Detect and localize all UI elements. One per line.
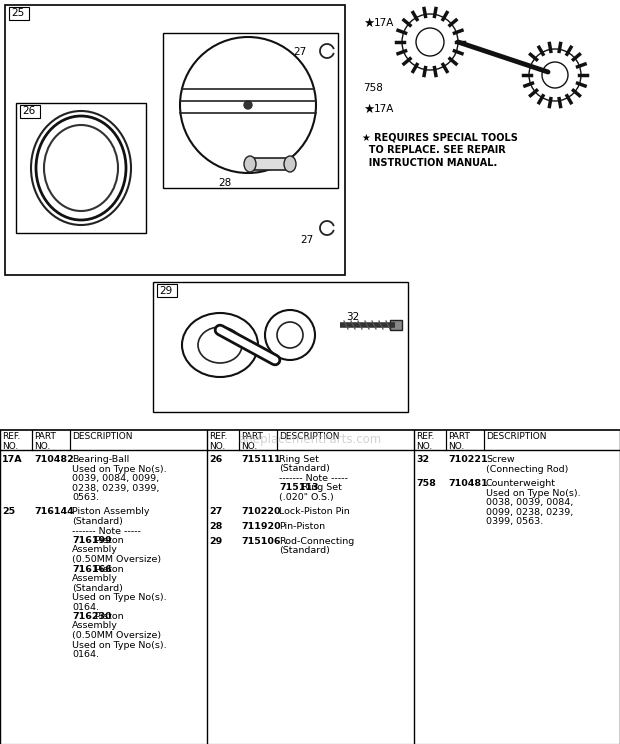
Text: 28: 28 — [209, 522, 223, 531]
Text: 0164.: 0164. — [72, 603, 99, 612]
Text: 710482: 710482 — [34, 455, 74, 464]
Text: Rod-Connecting: Rod-Connecting — [279, 536, 354, 545]
Text: Piston: Piston — [92, 536, 124, 545]
Text: 716199: 716199 — [72, 536, 112, 545]
Bar — [9, 7, 29, 20]
Text: 32: 32 — [346, 312, 359, 322]
Text: 17A: 17A — [2, 455, 22, 464]
Text: DESCRIPTION: DESCRIPTION — [279, 432, 340, 441]
Bar — [163, 33, 338, 188]
Bar — [153, 282, 408, 412]
Text: ------- Note -----: ------- Note ----- — [279, 474, 348, 483]
Text: (0.50MM Oversize): (0.50MM Oversize) — [72, 631, 161, 640]
Text: Piston: Piston — [92, 565, 124, 574]
Text: Ring Set: Ring Set — [299, 484, 342, 493]
Text: INSTRUCTION MANUAL.: INSTRUCTION MANUAL. — [362, 158, 497, 168]
Bar — [20, 105, 40, 118]
Text: 0039, 0084, 0099,: 0039, 0084, 0099, — [72, 474, 159, 483]
Text: aReplacementParts.com: aReplacementParts.com — [238, 434, 382, 446]
Ellipse shape — [284, 156, 296, 172]
Text: 758: 758 — [363, 83, 383, 93]
Bar — [16, 103, 146, 233]
Text: 758: 758 — [416, 479, 436, 488]
Bar — [390, 320, 402, 330]
Text: 17A: 17A — [374, 104, 394, 114]
Text: Bearing-Ball: Bearing-Ball — [72, 455, 129, 464]
Text: Piston: Piston — [92, 612, 124, 621]
Text: 0164.: 0164. — [72, 650, 99, 659]
Text: 28: 28 — [218, 178, 231, 188]
Text: PART
NO.: PART NO. — [34, 432, 56, 452]
Text: 710481: 710481 — [448, 479, 488, 488]
Text: 27: 27 — [300, 235, 313, 245]
Text: DESCRIPTION: DESCRIPTION — [486, 432, 546, 441]
Ellipse shape — [244, 156, 256, 172]
Text: Assembly: Assembly — [72, 574, 118, 583]
Text: (Standard): (Standard) — [72, 517, 123, 526]
Text: 0099, 0238, 0239,: 0099, 0238, 0239, — [486, 507, 574, 516]
Text: (Standard): (Standard) — [72, 583, 123, 592]
Text: PART
NO.: PART NO. — [241, 432, 263, 452]
Text: Assembly: Assembly — [72, 545, 118, 554]
Text: (Standard): (Standard) — [279, 464, 330, 473]
Text: (.020" O.S.): (.020" O.S.) — [279, 493, 334, 502]
Text: ★: ★ — [363, 103, 374, 116]
Text: 0238, 0239, 0399,: 0238, 0239, 0399, — [72, 484, 159, 493]
Text: 29: 29 — [159, 286, 172, 295]
Text: 26: 26 — [209, 455, 222, 464]
Text: 29: 29 — [209, 536, 222, 545]
Text: (0.50MM Oversize): (0.50MM Oversize) — [72, 555, 161, 564]
Text: PART
NO.: PART NO. — [448, 432, 470, 452]
Text: (Connecting Rod): (Connecting Rod) — [486, 464, 569, 473]
Text: 0563.: 0563. — [72, 493, 99, 502]
Text: 0399, 0563.: 0399, 0563. — [486, 517, 543, 526]
Bar — [5, 5, 345, 275]
Text: Assembly: Assembly — [72, 621, 118, 630]
Text: 27: 27 — [209, 507, 222, 516]
Text: Used on Type No(s).: Used on Type No(s). — [72, 464, 167, 473]
Text: ------- Note -----: ------- Note ----- — [72, 527, 141, 536]
Text: 0038, 0039, 0084,: 0038, 0039, 0084, — [486, 498, 574, 507]
Text: REF.
NO.: REF. NO. — [2, 432, 20, 452]
Text: (Standard): (Standard) — [279, 546, 330, 555]
Text: 710220: 710220 — [241, 507, 280, 516]
Bar — [157, 284, 177, 297]
Text: Lock-Piston Pin: Lock-Piston Pin — [279, 507, 350, 516]
Text: 25: 25 — [2, 507, 15, 516]
Text: ★: ★ — [363, 17, 374, 30]
Text: REF.
NO.: REF. NO. — [416, 432, 435, 452]
Text: Used on Type No(s).: Used on Type No(s). — [486, 489, 580, 498]
Text: 32: 32 — [416, 455, 429, 464]
Text: 715106: 715106 — [241, 536, 280, 545]
Text: 716166: 716166 — [72, 565, 112, 574]
Text: Counterweight: Counterweight — [486, 479, 556, 488]
Text: Screw: Screw — [486, 455, 515, 464]
Text: ★ REQUIRES SPECIAL TOOLS: ★ REQUIRES SPECIAL TOOLS — [362, 132, 518, 142]
Text: Piston Assembly: Piston Assembly — [72, 507, 149, 516]
Text: DESCRIPTION: DESCRIPTION — [72, 432, 133, 441]
Text: REF.
NO.: REF. NO. — [209, 432, 228, 452]
Text: 27: 27 — [293, 47, 306, 57]
Text: 17A: 17A — [374, 18, 394, 28]
Text: 716144: 716144 — [34, 507, 74, 516]
Text: 711920: 711920 — [241, 522, 281, 531]
Text: 25: 25 — [11, 8, 24, 19]
Text: Ring Set: Ring Set — [279, 455, 319, 464]
Ellipse shape — [244, 101, 252, 109]
Text: 716230: 716230 — [72, 612, 112, 621]
Text: 26: 26 — [22, 106, 35, 117]
Text: Used on Type No(s).: Used on Type No(s). — [72, 641, 167, 650]
Text: 715113: 715113 — [279, 484, 319, 493]
Text: Pin-Piston: Pin-Piston — [279, 522, 325, 531]
Text: Used on Type No(s).: Used on Type No(s). — [72, 593, 167, 602]
Bar — [250, 158, 290, 170]
Text: 715111: 715111 — [241, 455, 281, 464]
Text: TO REPLACE. SEE REPAIR: TO REPLACE. SEE REPAIR — [362, 145, 506, 155]
Text: 710221: 710221 — [448, 455, 487, 464]
